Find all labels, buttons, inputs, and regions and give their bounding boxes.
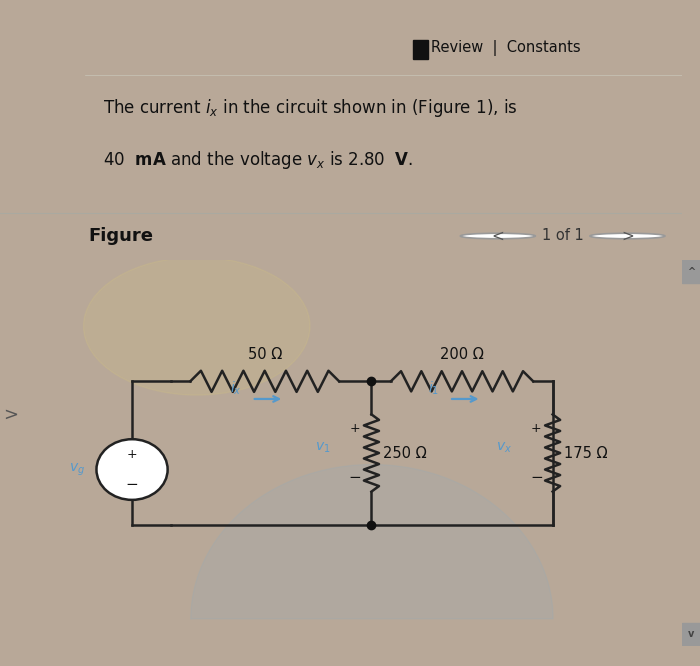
Text: +: + <box>531 422 542 435</box>
Text: 40  $\mathbf{mA}$ and the voltage $\mathit{v}_{x}$ is 2.80  $\mathbf{V}$.: 40 $\mathbf{mA}$ and the voltage $\mathi… <box>103 149 413 170</box>
Text: −: − <box>530 470 542 486</box>
Text: ^: ^ <box>687 266 695 276</box>
Bar <box>413 40 428 59</box>
Text: <: < <box>491 228 504 244</box>
Circle shape <box>590 233 665 238</box>
Text: 250 Ω: 250 Ω <box>383 446 427 460</box>
Text: 175 Ω: 175 Ω <box>564 446 608 460</box>
Text: v: v <box>688 629 694 639</box>
Text: $v_x$: $v_x$ <box>496 440 512 455</box>
Text: The current $\mathit{i}_{\mathit{x}}$ in the circuit shown in (Figure 1), is: The current $\mathit{i}_{\mathit{x}}$ in… <box>103 97 517 119</box>
Text: >: > <box>621 228 634 244</box>
Text: 50 Ω: 50 Ω <box>248 347 282 362</box>
Text: 200 Ω: 200 Ω <box>440 347 484 362</box>
Circle shape <box>461 233 536 238</box>
Text: Figure: Figure <box>89 227 154 245</box>
Text: −: − <box>349 470 362 486</box>
Text: Review  |  Constants: Review | Constants <box>431 39 581 55</box>
Text: $v_g$: $v_g$ <box>69 462 85 478</box>
Text: +: + <box>350 422 360 435</box>
Text: +: + <box>127 448 137 461</box>
Text: $i_1$: $i_1$ <box>428 380 440 397</box>
Bar <box>682 623 700 646</box>
Text: >: > <box>3 406 18 424</box>
Text: −: − <box>126 478 139 492</box>
Text: $v_1$: $v_1$ <box>315 440 330 455</box>
Circle shape <box>97 439 167 500</box>
Text: 1 of 1: 1 of 1 <box>542 228 584 244</box>
Bar <box>682 260 700 283</box>
Text: $i_x$: $i_x$ <box>230 380 242 397</box>
Ellipse shape <box>83 257 310 395</box>
